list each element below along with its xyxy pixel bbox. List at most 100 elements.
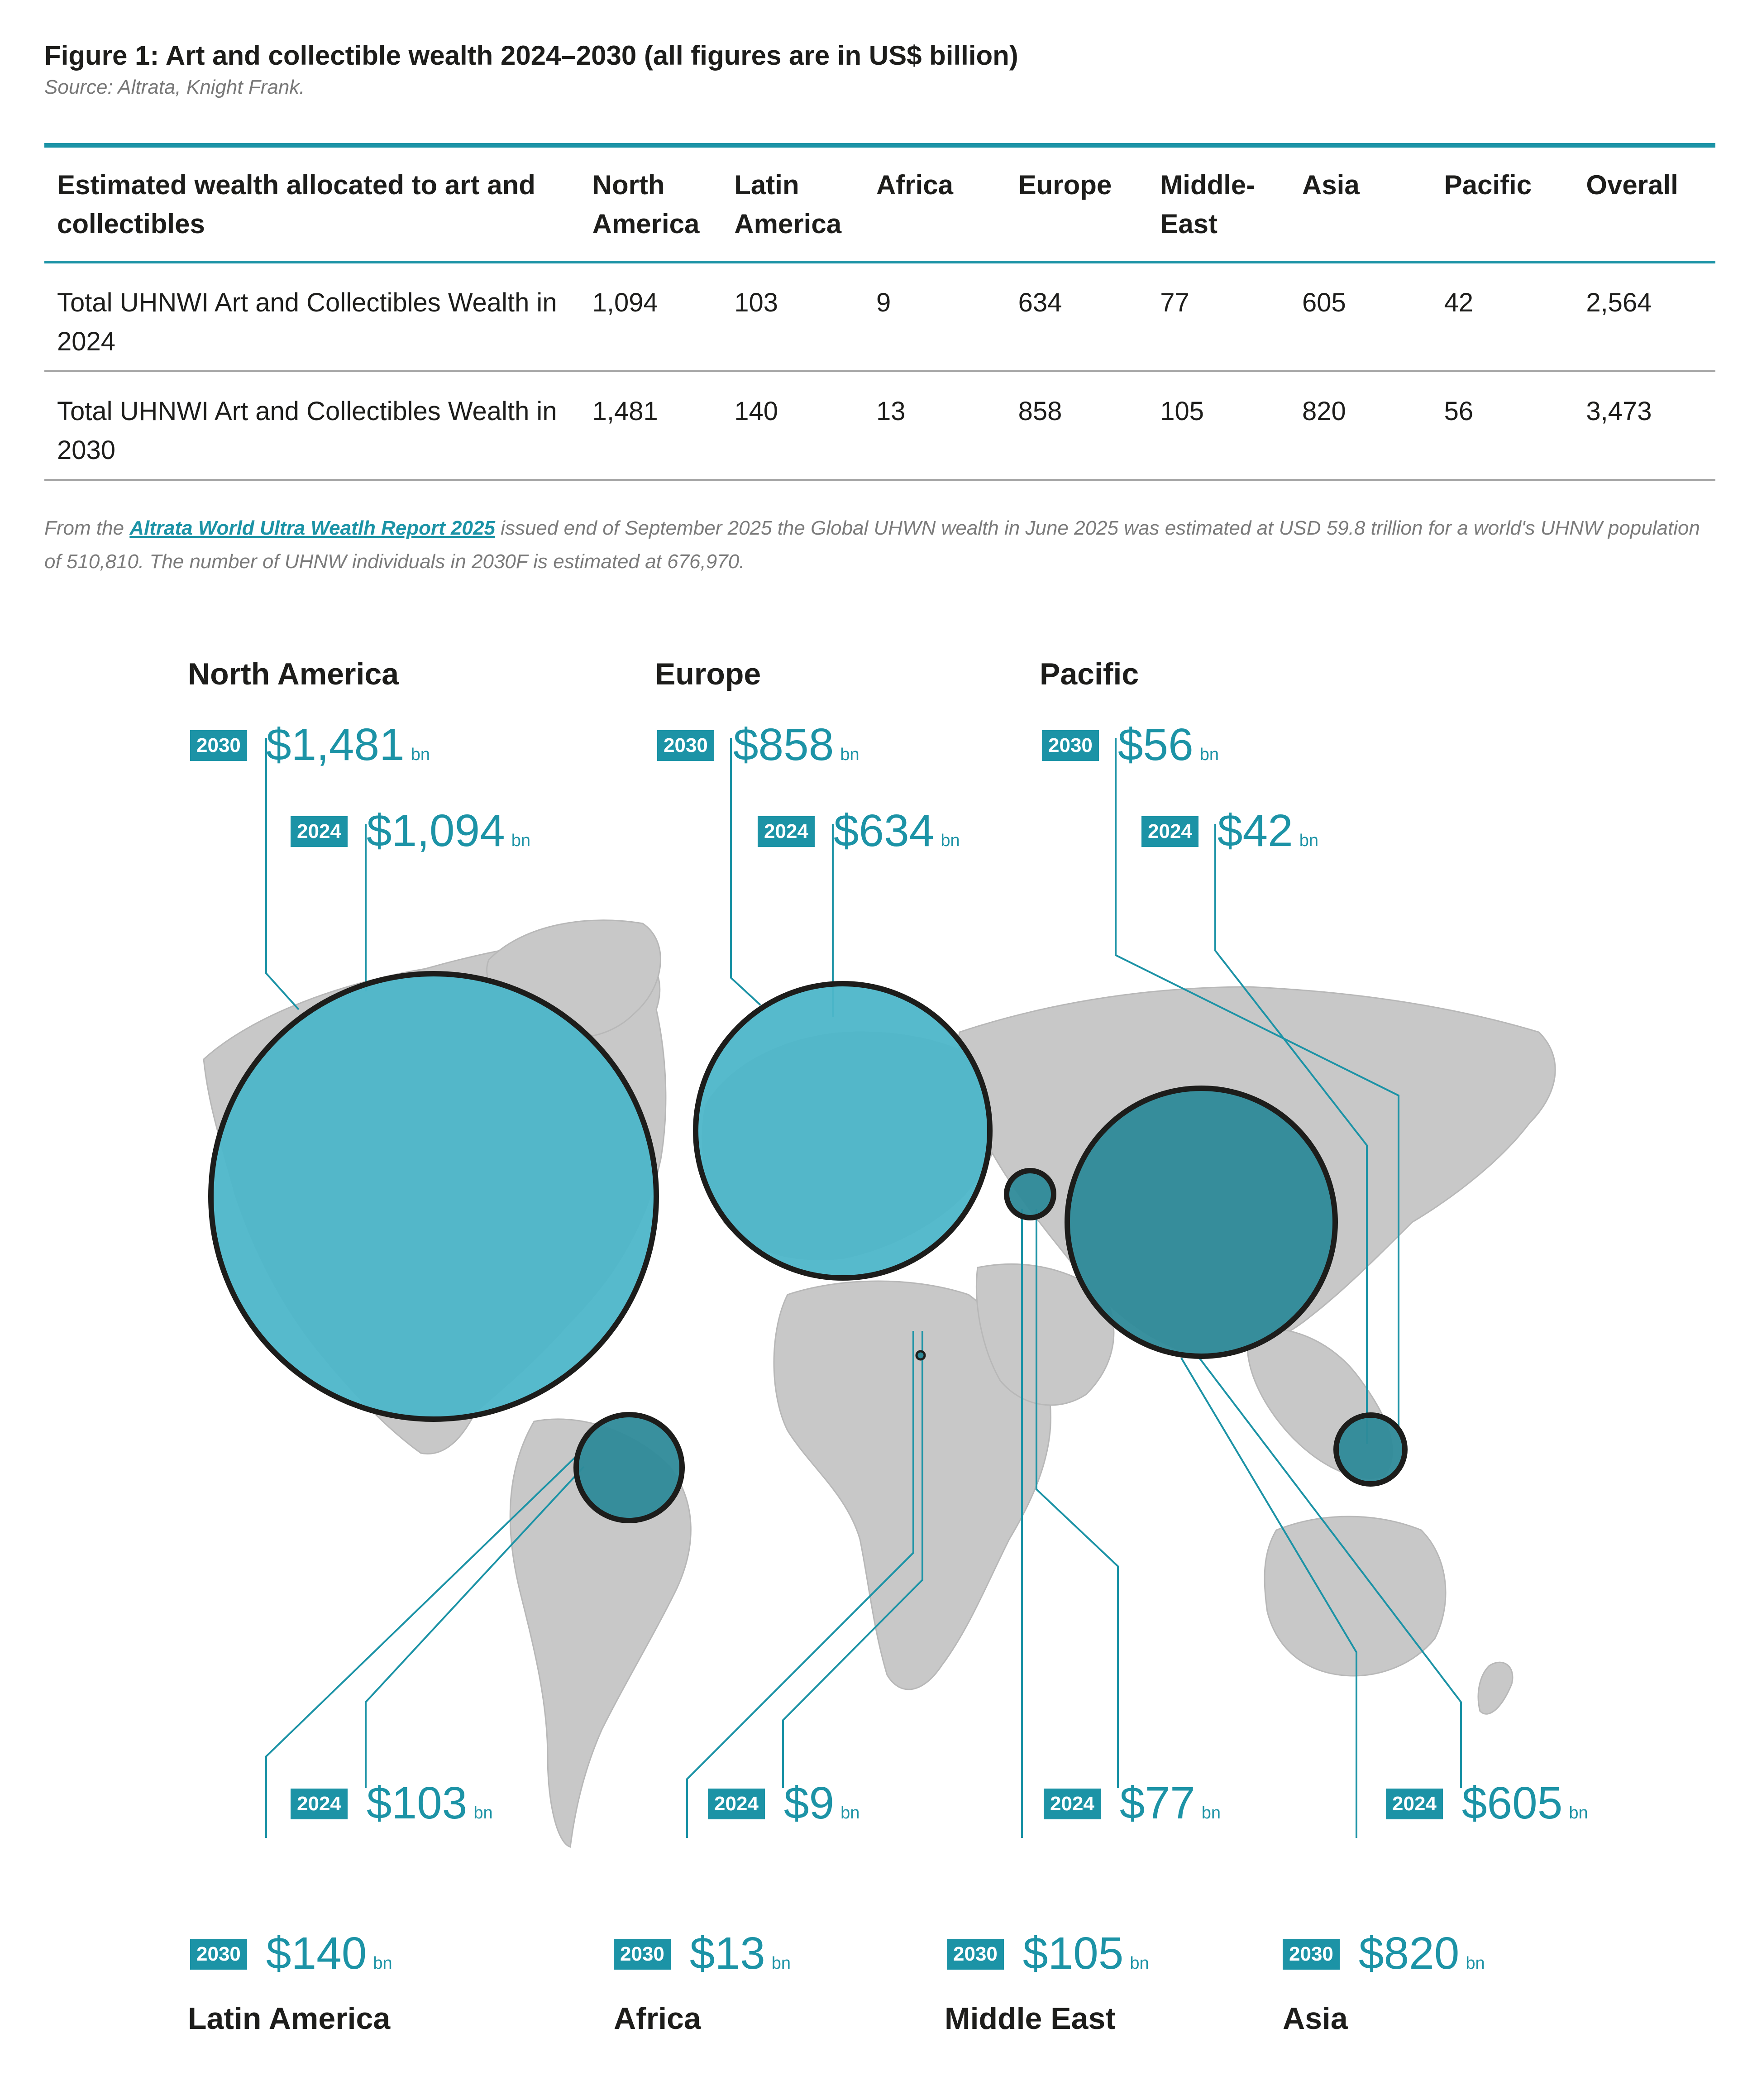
amount-latin-america-2030: $140 [266, 1928, 367, 1979]
table-header: Middle-East [1160, 170, 1256, 239]
bubble-europe [693, 981, 993, 1281]
figure-source: Source: Altrata, Knight Frank. [44, 76, 305, 98]
table-cell: 1,094 [592, 288, 658, 317]
value-pacific-2024: 2024 $42 bn [1141, 806, 1318, 856]
year-badge-2024: 2024 [1141, 816, 1198, 847]
value-africa-2030: 2030 $13 bn [614, 1928, 791, 1978]
leader-middle-east-2024 [1036, 1209, 1119, 1788]
leader-africa-2030 [686, 1331, 914, 1838]
value-europe-2024: 2024 $634 bn [758, 806, 960, 856]
region-name-africa: Africa [614, 2001, 701, 2036]
value-asia-2030: 2030 $820 bn [1283, 1928, 1485, 1978]
amount-pacific-2030: $56 [1117, 719, 1194, 770]
leader-asia-2024 [1198, 1357, 1462, 1788]
table-header: Europe [1018, 170, 1112, 200]
year-badge-2030: 2030 [190, 730, 247, 761]
leader-europe-2030 [730, 738, 761, 1006]
table-cell: 9 [876, 288, 891, 317]
leader-lines [265, 738, 1462, 1838]
region-name-latin-america: Latin America [188, 2001, 391, 2036]
table-cell: 42 [1444, 288, 1474, 317]
bubble-africa [915, 1350, 926, 1361]
middle-east-land [975, 1263, 1115, 1406]
amount-pacific-2024: $42 [1217, 805, 1293, 856]
amount-middle-east-2030: $105 [1022, 1928, 1124, 1979]
year-badge-2024: 2024 [1386, 1789, 1443, 1819]
australia-land [1264, 1516, 1447, 1677]
amount-north-america-2030: $1,481 [266, 719, 405, 770]
year-badge-2024: 2024 [291, 816, 348, 847]
unit-label: bn [1299, 831, 1319, 850]
table-cell: 858 [1018, 397, 1062, 426]
leader-latin-america-2030 [265, 1457, 576, 1838]
region-name-asia: Asia [1283, 2001, 1348, 2036]
unit-label: bn [941, 831, 960, 850]
value-middle-east-2030: 2030 $105 bn [947, 1928, 1149, 1978]
value-middle-east-2024: 2024 $77 bn [1044, 1778, 1221, 1828]
region-name-europe: Europe [655, 657, 761, 691]
value-africa-2024: 2024 $9 bn [708, 1778, 859, 1828]
wealth-bubbles [208, 971, 1408, 1523]
year-badge-2024: 2024 [291, 1789, 348, 1819]
amount-asia-2030: $820 [1358, 1928, 1460, 1979]
table-cell: Total UHNWI Art and Collectibles Wealth … [57, 288, 557, 356]
value-north-america-2030: 2030 $1,481 bn [190, 720, 430, 770]
region-name-pacific: Pacific [1040, 657, 1139, 691]
table-cell: 2,564 [1586, 288, 1652, 317]
table-cell: 3,473 [1586, 397, 1652, 426]
amount-europe-2030: $858 [733, 719, 834, 770]
table-cell: 77 [1160, 288, 1189, 317]
unit-label: bn [840, 745, 859, 764]
table-row: Total UHNWI Art and Collectibles Wealth … [44, 372, 1715, 481]
table-header: Estimated wealth allocated to art and co… [57, 170, 535, 239]
amount-asia-2024: $605 [1461, 1778, 1563, 1828]
bubble-middle-east [1004, 1168, 1056, 1220]
amount-middle-east-2024: $77 [1119, 1778, 1195, 1828]
table-cell: 103 [734, 288, 778, 317]
value-europe-2030: 2030 $858 bn [657, 720, 859, 770]
value-latin-america-2024: 2024 $103 bn [291, 1778, 493, 1828]
amount-africa-2030: $13 [689, 1928, 765, 1979]
leader-latin-america-2024 [365, 1466, 585, 1788]
bubble-asia [1065, 1086, 1338, 1359]
unit-label: bn [1569, 1803, 1588, 1823]
table-cell: 140 [734, 397, 778, 426]
table-cell: 605 [1302, 288, 1346, 317]
amount-africa-2024: $9 [783, 1778, 835, 1828]
footnote-prefix: From the [44, 517, 130, 539]
leader-pacific-2030 [1115, 738, 1399, 1435]
footnote-text: issued end of September 2025 the Global … [44, 517, 1700, 573]
leader-asia-2030 [1180, 1357, 1357, 1838]
unit-label: bn [373, 1954, 392, 1973]
figure-title: Figure 1: Art and collectible wealth 202… [44, 40, 1018, 71]
unit-label: bn [1199, 745, 1219, 764]
table-cell: 105 [1160, 397, 1204, 426]
amount-europe-2024: $634 [833, 805, 935, 856]
table-cell: 13 [876, 397, 906, 426]
world-map-graphic [203, 738, 1556, 1848]
report-link[interactable]: Altrata World Ultra Weatlh Report 2025 [129, 517, 495, 539]
table-cell: 56 [1444, 397, 1474, 426]
leader-pacific-2024 [1214, 824, 1368, 1444]
year-badge-2030: 2030 [657, 730, 714, 761]
unit-label: bn [411, 745, 430, 764]
amount-latin-america-2024: $103 [366, 1778, 468, 1828]
table-cell: 820 [1302, 397, 1346, 426]
unit-label: bn [1201, 1803, 1221, 1823]
footnote: From the Altrata World Ultra Weatlh Repo… [44, 512, 1719, 579]
wealth-table: Estimated wealth allocated to art and co… [44, 143, 1715, 481]
unit-label: bn [1466, 1954, 1485, 1973]
unit-label: bn [511, 831, 531, 850]
value-north-america-2024: 2024 $1,094 bn [291, 806, 530, 856]
bubble-pacific [1333, 1412, 1408, 1487]
unit-label: bn [771, 1954, 791, 1973]
value-asia-2024: 2024 $605 bn [1386, 1778, 1588, 1828]
amount-north-america-2024: $1,094 [366, 805, 505, 856]
table-row: Total UHNWI Art and Collectibles Wealth … [44, 263, 1715, 372]
unit-label: bn [1130, 1954, 1149, 1973]
table-header: Asia [1302, 170, 1360, 200]
table-cell: Total UHNWI Art and Collectibles Wealth … [57, 397, 557, 465]
new-zealand-land [1477, 1661, 1514, 1715]
table-header: Africa [876, 170, 954, 200]
world-wealth-map: North America 2030 $1,481 bn 2024 $1,094… [0, 625, 1738, 2100]
